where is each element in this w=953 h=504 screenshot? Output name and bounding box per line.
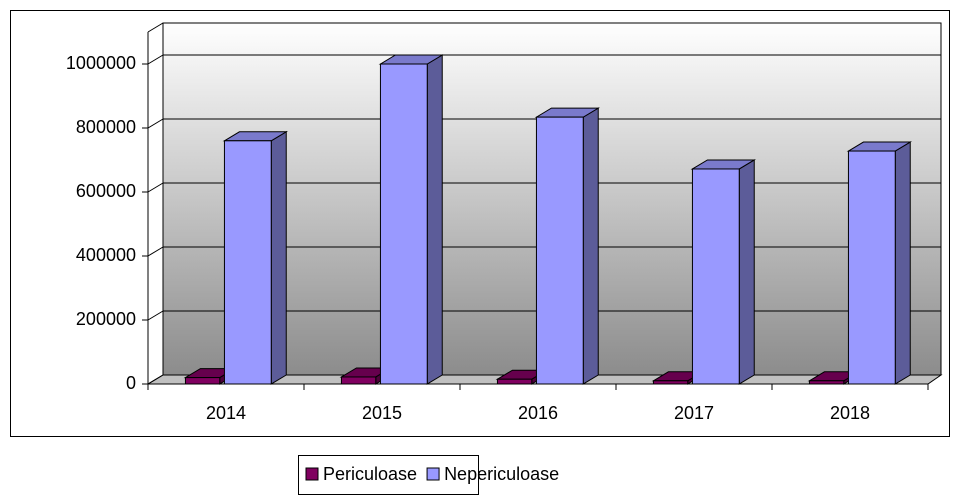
bar [496, 378, 533, 385]
bar-side [426, 54, 443, 385]
x-tick-label: 2017 [674, 403, 714, 423]
y-tick-label: 0 [126, 373, 136, 393]
bar [808, 380, 845, 385]
bar [223, 140, 272, 385]
legend-label: Periculoase [323, 464, 417, 484]
y-tick-label: 400000 [76, 245, 136, 265]
y-tick-label: 600000 [76, 181, 136, 201]
y-tick-label: 800000 [76, 117, 136, 137]
x-tick-label: 2014 [206, 403, 246, 423]
y-tick-label: 200000 [76, 309, 136, 329]
bar-side [894, 141, 911, 385]
bar [340, 376, 377, 385]
grid-line [147, 246, 164, 257]
bar-side [270, 130, 287, 385]
y-tick-label: 1000000 [66, 53, 136, 73]
bar [535, 116, 584, 385]
grid-line [147, 182, 164, 193]
bar-side [738, 159, 755, 385]
bar-side [582, 107, 599, 385]
bar [847, 150, 896, 385]
x-tick-label: 2015 [362, 403, 402, 423]
grid-line [147, 54, 164, 65]
legend-label: Nepericuloase [444, 464, 559, 484]
side-wall-edge [147, 22, 164, 33]
grid-line [147, 374, 164, 385]
grid-line [147, 310, 164, 321]
x-tick-label: 2016 [518, 403, 558, 423]
bar [691, 168, 740, 385]
x-tick-label: 2018 [830, 403, 870, 423]
chart-border [10, 10, 950, 437]
bar [652, 380, 689, 385]
grid-line [147, 118, 164, 129]
legend-swatch [426, 467, 440, 481]
bar [379, 63, 428, 385]
legend-swatch [305, 467, 319, 481]
legend-box [298, 455, 479, 495]
bar [184, 377, 221, 385]
